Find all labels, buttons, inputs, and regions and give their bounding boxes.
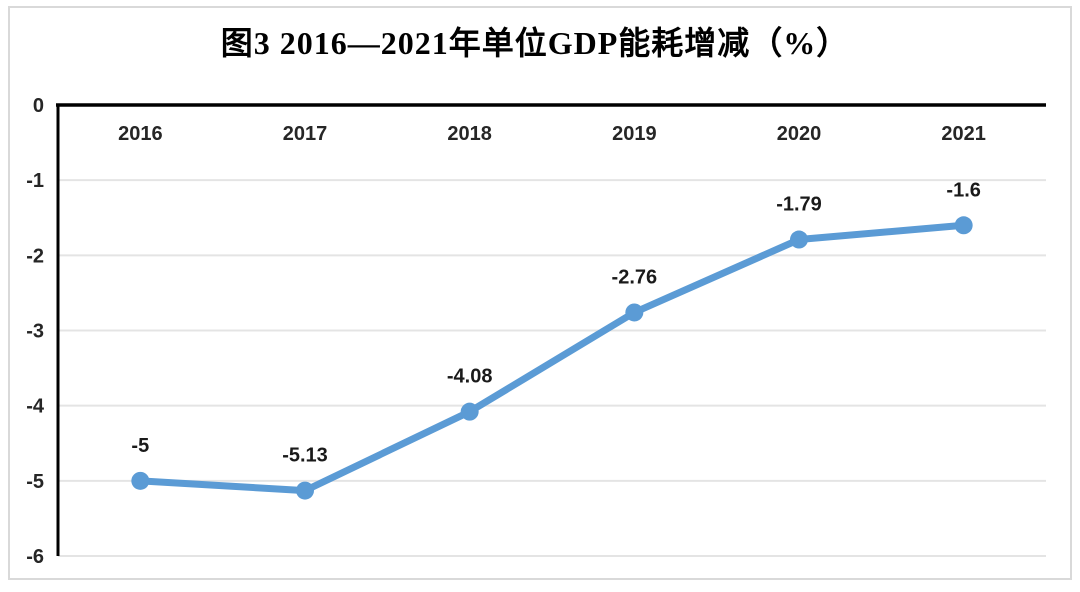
x-axis-year-label: 2016 [118, 123, 163, 145]
y-axis-tick-label: 0 [33, 95, 44, 117]
data-point-label: -5 [131, 435, 149, 457]
data-point-marker [790, 230, 808, 249]
data-point-marker [460, 402, 479, 421]
x-axis-year-label: 2018 [447, 123, 492, 145]
data-point-label: -1.79 [776, 194, 822, 216]
y-axis-tick-label: -3 [26, 321, 44, 343]
y-axis-tick-label: -1 [26, 170, 44, 192]
data-point-marker [296, 481, 314, 500]
data-line [136, 221, 968, 495]
data-point-label: -2.76 [612, 266, 658, 288]
x-axis-year-label: 2021 [941, 123, 986, 145]
data-point-marker [625, 303, 644, 322]
y-axis-tick-label: -4 [26, 396, 45, 418]
y-axis-tick-label: -2 [26, 245, 44, 267]
x-axis-year-label: 2020 [777, 123, 822, 145]
y-axis-tick-label: -5 [26, 471, 44, 493]
data-point-label: -5.13 [282, 445, 328, 467]
x-axis-year-label: 2017 [283, 123, 328, 145]
data-point-label: -4.08 [447, 366, 493, 388]
data-point-marker [131, 471, 150, 490]
x-axis-year-label: 2019 [612, 123, 657, 145]
y-axis-tick-label: -6 [26, 546, 44, 568]
data-point-marker [954, 216, 973, 235]
chart-title: 图3 2016—2021年单位GDP能耗增减（%） [220, 25, 850, 61]
data-point-label: -1.6 [946, 179, 980, 201]
